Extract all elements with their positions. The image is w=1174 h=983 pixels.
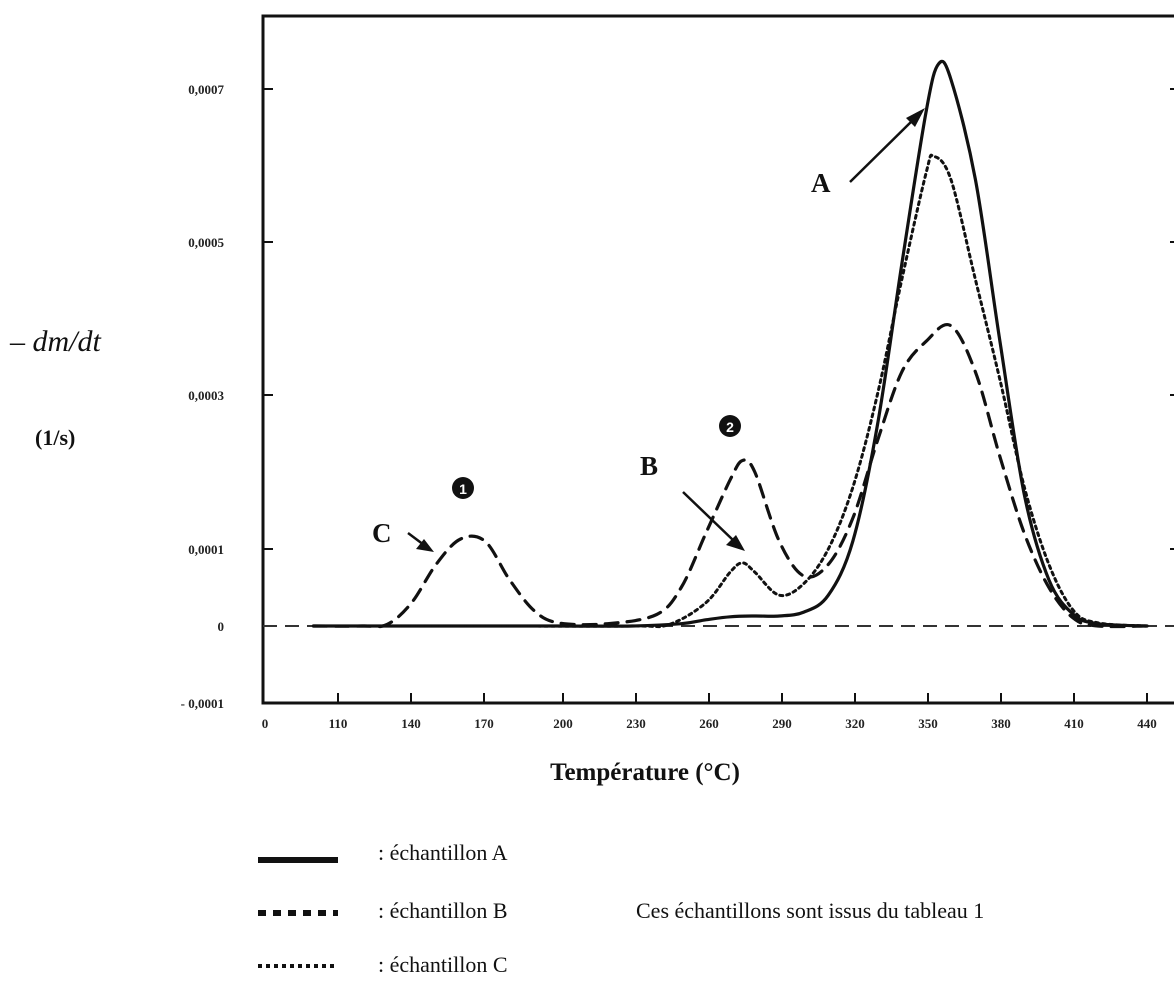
y-axis-unit: (1/s) xyxy=(35,425,76,450)
x-tick-labels: 0 110 140 170 200 230 260 290 320 350 380 410 440 xyxy=(262,716,1157,731)
legend-label-b: : échantillon B xyxy=(378,898,508,923)
arrow-head-icon xyxy=(906,108,925,127)
y-tick-label: 0,0007 xyxy=(188,82,224,97)
svg-text:1: 1 xyxy=(459,481,467,497)
annotation-a: A xyxy=(811,108,925,198)
x-tick-label: 380 xyxy=(991,716,1011,731)
x-tick-label: 410 xyxy=(1064,716,1084,731)
x-tick-label: 110 xyxy=(329,716,348,731)
peak-1-marker: 1 xyxy=(452,477,474,499)
x-tick-label: 230 xyxy=(626,716,646,731)
x-tick-label: 140 xyxy=(401,716,421,731)
y-tick-label: 0,0001 xyxy=(188,542,224,557)
annotation-b-label: B xyxy=(640,451,658,481)
arrow-head-icon xyxy=(726,535,745,551)
axis-ticks xyxy=(263,88,1174,704)
x-tick-label: 170 xyxy=(474,716,494,731)
peak-2-marker: 2 xyxy=(719,415,741,437)
x-tick-label: 200 xyxy=(553,716,573,731)
x-tick-label: 0 xyxy=(262,716,269,731)
legend-label-a: : échantillon A xyxy=(378,840,508,865)
series-line-c xyxy=(312,153,1149,629)
svg-text:2: 2 xyxy=(726,419,734,435)
x-tick-label: 320 xyxy=(845,716,865,731)
y-tick-label: - 0,0001 xyxy=(181,696,224,711)
plot-frame xyxy=(261,14,1174,705)
x-tick-label: 260 xyxy=(699,716,719,731)
annotation-b: B xyxy=(640,451,745,551)
x-axis-title: Température (°C) xyxy=(550,759,740,786)
x-tick-label: 290 xyxy=(772,716,792,731)
y-tick-labels: - 0,0001 0 0,0001 0,0003 0,0005 0,0007 xyxy=(181,82,225,711)
x-tick-label: 440 xyxy=(1137,716,1157,731)
x-tick-label: 350 xyxy=(918,716,938,731)
series-line-b xyxy=(311,322,1149,629)
y-tick-label: 0,0003 xyxy=(188,388,224,403)
legend-label-c: : échantillon C xyxy=(378,952,508,977)
annotation-c-label: C xyxy=(372,518,392,548)
series-group xyxy=(311,59,1149,629)
legend-note: Ces échantillons sont issus du tableau 1 xyxy=(636,898,985,923)
y-tick-label: 0,0005 xyxy=(188,235,224,250)
annotation-c: C xyxy=(372,518,434,552)
y-tick-label: 0 xyxy=(218,619,225,634)
arrow-head-icon xyxy=(416,539,434,552)
y-axis-title: – dm/dt xyxy=(10,325,101,358)
annotation-a-label: A xyxy=(811,168,831,198)
